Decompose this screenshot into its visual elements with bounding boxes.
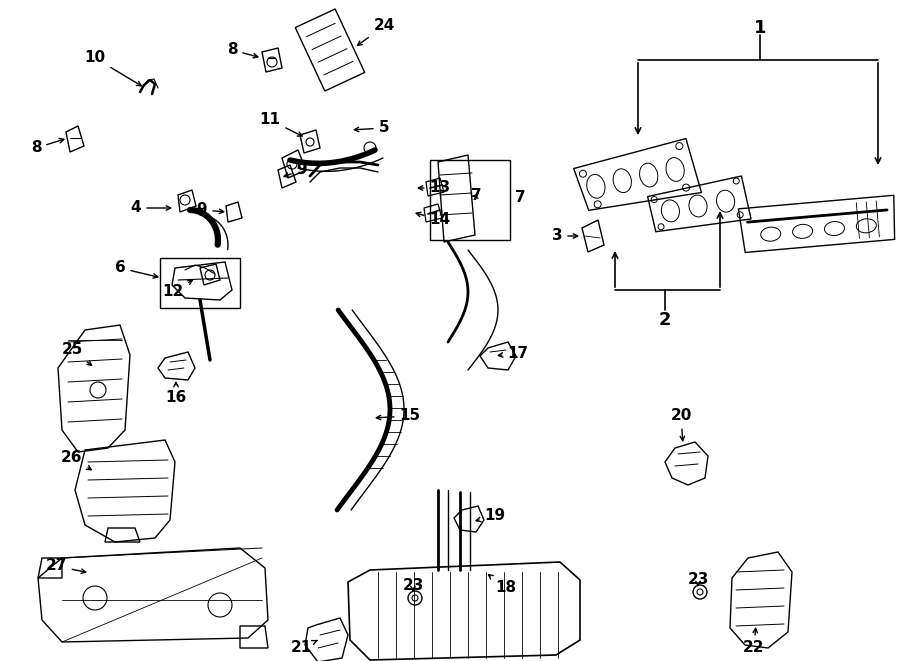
Text: 7: 7: [515, 190, 526, 206]
Text: 6: 6: [114, 260, 158, 278]
Text: 25: 25: [61, 342, 92, 366]
Text: 1: 1: [754, 19, 766, 37]
Text: 2: 2: [659, 311, 671, 329]
Text: 5: 5: [355, 120, 390, 136]
Text: 10: 10: [85, 50, 141, 86]
Text: 3: 3: [552, 229, 578, 243]
Text: 13: 13: [418, 180, 451, 196]
Text: 15: 15: [376, 408, 420, 424]
Text: 8: 8: [31, 139, 64, 155]
Text: 20: 20: [670, 408, 692, 441]
Text: 26: 26: [61, 451, 91, 470]
Text: 27: 27: [45, 559, 86, 574]
Text: 14: 14: [416, 212, 451, 227]
Text: 18: 18: [489, 574, 517, 596]
Text: 17: 17: [499, 346, 528, 360]
Text: 7: 7: [471, 188, 482, 204]
Text: 24: 24: [357, 19, 395, 46]
Text: 9: 9: [284, 163, 307, 178]
Text: 23: 23: [688, 572, 708, 588]
Text: 22: 22: [743, 629, 765, 656]
Text: 11: 11: [259, 112, 302, 136]
Text: 12: 12: [162, 280, 193, 299]
Text: 8: 8: [227, 42, 257, 58]
Text: 19: 19: [476, 508, 506, 522]
Text: 23: 23: [402, 578, 424, 592]
Text: 16: 16: [166, 382, 186, 405]
Text: 4: 4: [130, 200, 171, 215]
Text: 21: 21: [291, 641, 317, 656]
Text: 9: 9: [197, 202, 224, 217]
